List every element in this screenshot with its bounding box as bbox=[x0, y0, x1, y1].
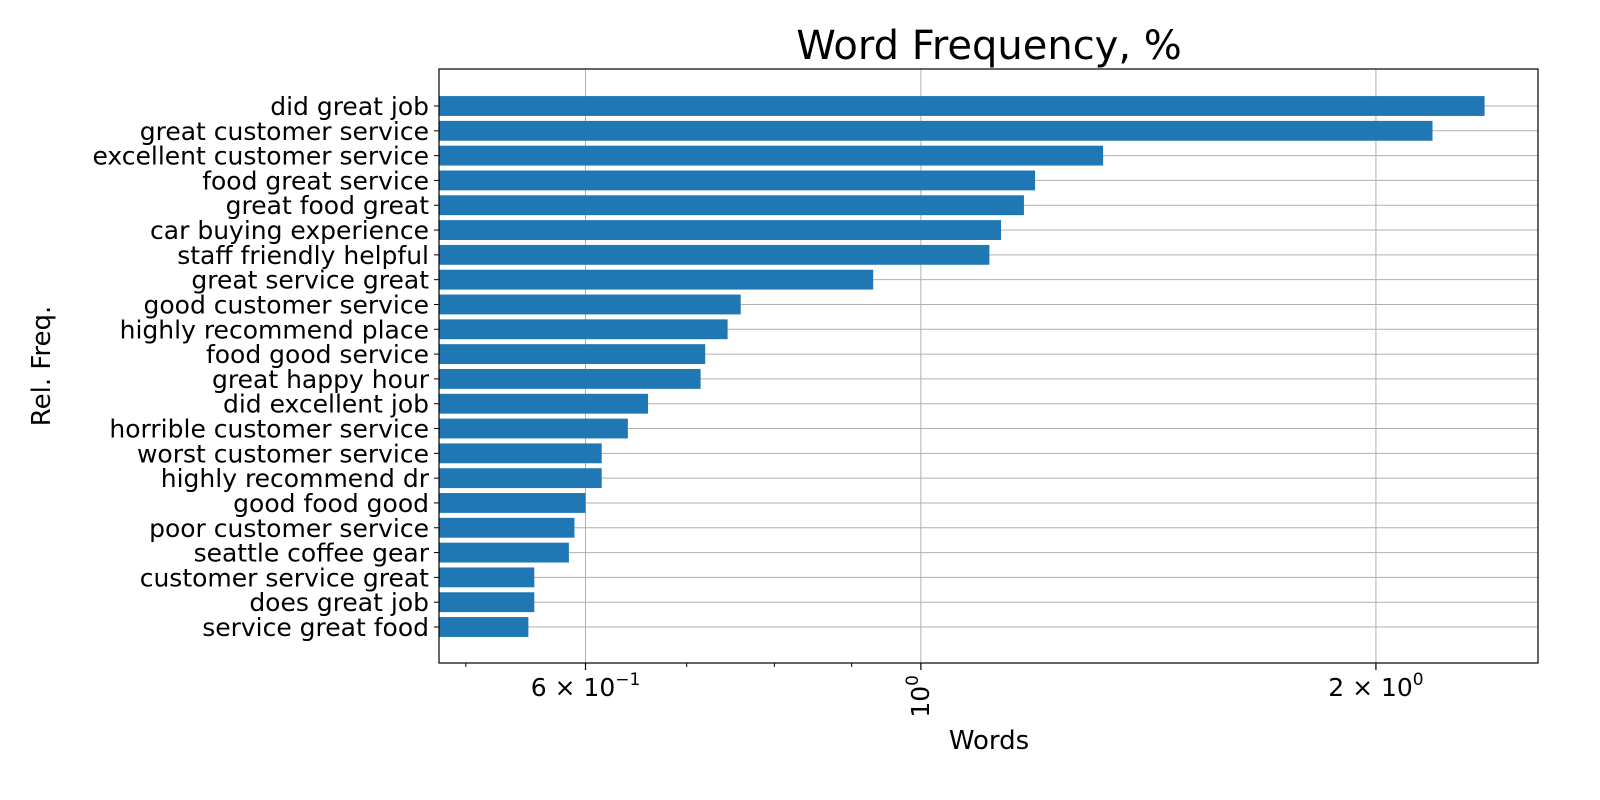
category-label: great customer service bbox=[140, 117, 429, 146]
category-label: horrible customer service bbox=[109, 415, 429, 444]
bar bbox=[439, 344, 706, 365]
category-label: food great service bbox=[202, 166, 429, 195]
category-label: great food great bbox=[226, 191, 430, 220]
category-label: seattle coffee gear bbox=[194, 539, 430, 568]
x-axis-ticks: 6 × 10−1 100 2 × 100 bbox=[434, 105, 1424, 718]
category-label: good food good bbox=[233, 489, 429, 518]
category-label: customer service great bbox=[140, 563, 429, 592]
category-label: excellent customer service bbox=[92, 142, 429, 171]
bar bbox=[439, 170, 1036, 191]
bar bbox=[439, 120, 1433, 141]
category-label: food good service bbox=[206, 340, 429, 369]
bar bbox=[439, 244, 990, 265]
x-tick-label: 100 bbox=[903, 675, 935, 718]
bar bbox=[439, 195, 1024, 216]
category-label: good customer service bbox=[144, 290, 430, 319]
plot-frame bbox=[438, 68, 1539, 664]
category-label: highly recommend dr bbox=[161, 464, 430, 493]
bars-layer bbox=[439, 96, 1485, 637]
category-label: great service great bbox=[191, 266, 429, 295]
bar bbox=[439, 96, 1485, 116]
category-label: does great job bbox=[249, 588, 429, 617]
bar bbox=[439, 468, 602, 489]
bar bbox=[439, 220, 1002, 240]
category-label: car buying experience bbox=[150, 216, 429, 245]
category-label: did excellent job bbox=[223, 390, 429, 419]
bar bbox=[439, 319, 728, 340]
bar bbox=[439, 368, 701, 389]
category-label: did great job bbox=[270, 92, 429, 121]
x-tick-label: 6 × 10−1 bbox=[531, 670, 641, 702]
category-label: staff friendly helpful bbox=[177, 241, 429, 270]
category-label: highly recommend place bbox=[120, 315, 429, 344]
bar bbox=[439, 617, 529, 637]
bar bbox=[439, 567, 535, 588]
bar bbox=[439, 592, 535, 613]
bar bbox=[439, 294, 741, 315]
bar bbox=[439, 542, 569, 563]
x-axis-label: Words bbox=[949, 726, 1029, 756]
chart-title: Word Frequency, % bbox=[796, 23, 1182, 69]
category-label: poor customer service bbox=[149, 514, 429, 543]
bar bbox=[439, 517, 575, 538]
category-label: service great food bbox=[202, 613, 429, 642]
bar bbox=[439, 145, 1104, 166]
bar bbox=[439, 393, 649, 414]
category-label: great happy hour bbox=[212, 365, 430, 394]
bar bbox=[439, 269, 874, 290]
bar bbox=[439, 493, 586, 513]
bar bbox=[439, 443, 602, 464]
x-tick-label: 2 × 100 bbox=[1328, 670, 1423, 702]
category-label: worst customer service bbox=[137, 439, 429, 468]
y-axis-label: Rel. Freq. bbox=[27, 306, 57, 427]
bar bbox=[439, 418, 628, 439]
